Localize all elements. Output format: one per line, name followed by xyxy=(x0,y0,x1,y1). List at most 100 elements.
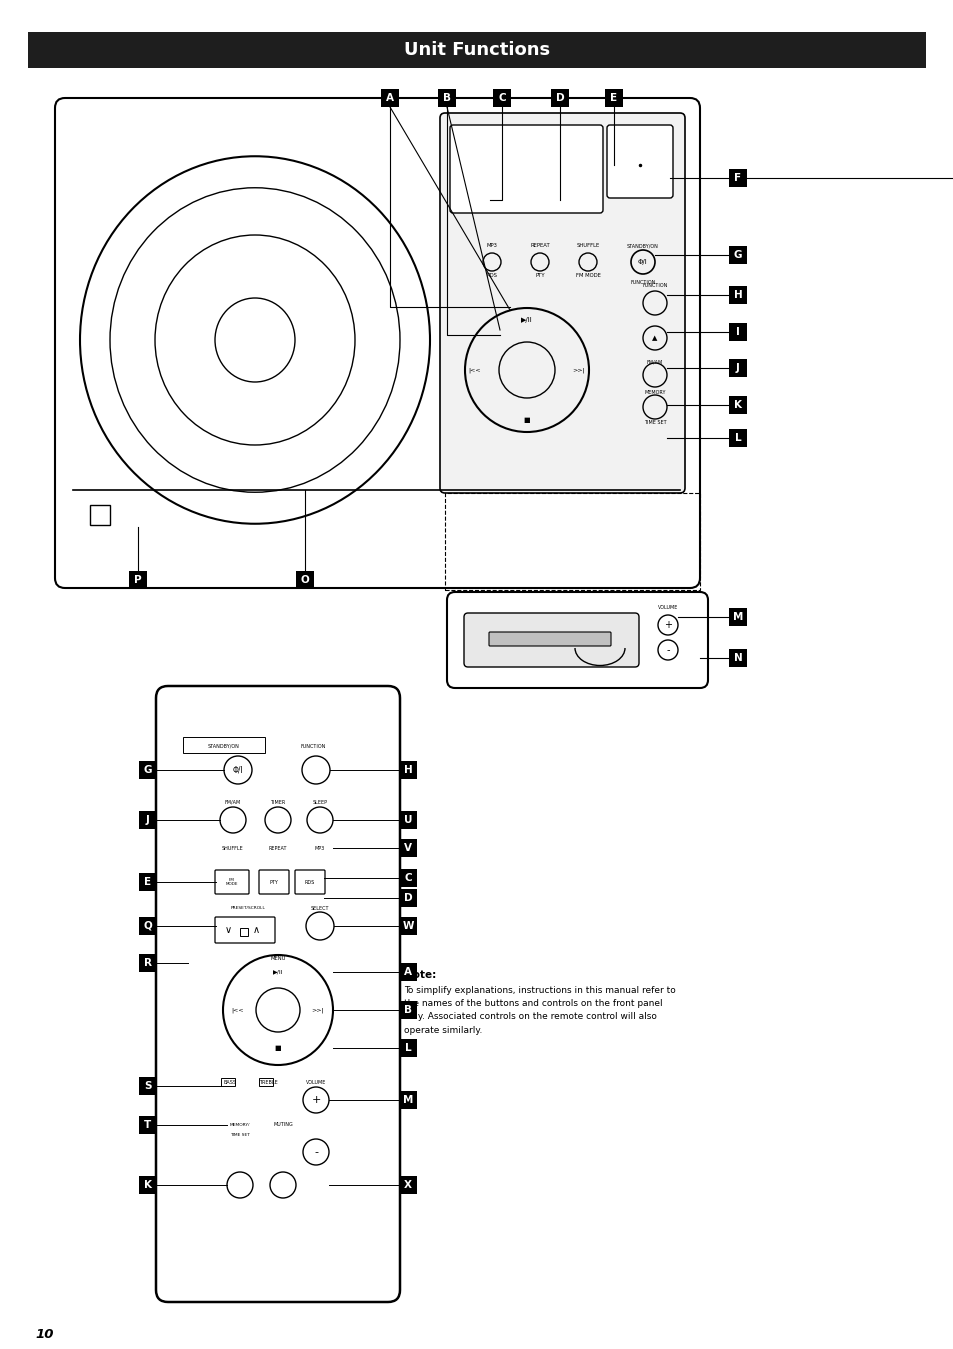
Text: MP3: MP3 xyxy=(486,243,497,248)
Text: U: U xyxy=(403,815,412,826)
Text: TIME SET: TIME SET xyxy=(230,1133,250,1137)
Bar xyxy=(258,1078,273,1086)
Text: N: N xyxy=(733,653,741,662)
FancyBboxPatch shape xyxy=(728,246,746,264)
Text: >>|: >>| xyxy=(572,367,585,372)
Text: PRESET/SCROLL: PRESET/SCROLL xyxy=(231,907,265,911)
Text: MENU: MENU xyxy=(270,955,286,960)
Text: D: D xyxy=(403,893,412,902)
FancyBboxPatch shape xyxy=(398,1176,416,1194)
Text: X: X xyxy=(403,1180,412,1190)
Text: V: V xyxy=(403,843,412,853)
Text: TREBLE: TREBLE xyxy=(258,1079,277,1085)
Text: M: M xyxy=(402,1095,413,1105)
Text: MEMORY/: MEMORY/ xyxy=(230,1122,250,1126)
Text: ▶/II: ▶/II xyxy=(273,970,283,974)
FancyBboxPatch shape xyxy=(139,1116,157,1135)
Text: A: A xyxy=(386,93,394,103)
Text: |<<: |<< xyxy=(232,1008,244,1013)
FancyBboxPatch shape xyxy=(294,870,325,894)
Text: ■: ■ xyxy=(274,1045,281,1051)
FancyBboxPatch shape xyxy=(139,954,157,973)
Text: TIME SET: TIME SET xyxy=(643,420,665,425)
Text: B: B xyxy=(403,1005,412,1014)
FancyBboxPatch shape xyxy=(439,113,684,492)
FancyBboxPatch shape xyxy=(398,1091,416,1109)
FancyBboxPatch shape xyxy=(295,571,314,590)
Text: C: C xyxy=(404,873,412,884)
FancyBboxPatch shape xyxy=(728,608,746,626)
Text: RDS: RDS xyxy=(486,272,497,278)
FancyBboxPatch shape xyxy=(55,98,700,588)
Text: FM MODE: FM MODE xyxy=(575,272,599,278)
Text: F: F xyxy=(734,173,740,183)
Text: STANDBY/ON: STANDBY/ON xyxy=(208,743,240,749)
Text: SLEEP: SLEEP xyxy=(313,800,327,804)
FancyBboxPatch shape xyxy=(214,917,274,943)
FancyBboxPatch shape xyxy=(450,125,602,213)
Text: I: I xyxy=(736,326,740,337)
Text: ∨: ∨ xyxy=(224,925,232,935)
FancyBboxPatch shape xyxy=(398,761,416,778)
Text: Unit Functions: Unit Functions xyxy=(403,40,550,59)
Text: Note:: Note: xyxy=(403,970,436,979)
FancyBboxPatch shape xyxy=(139,1077,157,1095)
Text: T: T xyxy=(144,1120,152,1130)
Text: SHUFFLE: SHUFFLE xyxy=(222,846,244,850)
Text: PTY: PTY xyxy=(270,880,278,885)
FancyBboxPatch shape xyxy=(139,873,157,890)
FancyBboxPatch shape xyxy=(728,429,746,447)
Text: Φ/I: Φ/I xyxy=(638,259,647,264)
FancyBboxPatch shape xyxy=(728,286,746,304)
Text: MEMORY: MEMORY xyxy=(643,390,665,395)
Text: +: + xyxy=(311,1095,320,1105)
Text: B: B xyxy=(442,93,451,103)
Text: FM/AM: FM/AM xyxy=(646,359,662,364)
FancyBboxPatch shape xyxy=(398,839,416,857)
Text: Q: Q xyxy=(144,921,152,931)
FancyBboxPatch shape xyxy=(551,89,568,107)
Text: J: J xyxy=(146,815,150,826)
Text: L: L xyxy=(404,1043,411,1054)
Text: |<<: |<< xyxy=(468,367,481,372)
FancyBboxPatch shape xyxy=(398,963,416,981)
Text: 10: 10 xyxy=(35,1329,53,1341)
Text: REPEAT: REPEAT xyxy=(269,846,287,850)
Text: R: R xyxy=(144,958,152,969)
FancyBboxPatch shape xyxy=(604,89,622,107)
Text: BASS: BASS xyxy=(223,1079,236,1085)
FancyBboxPatch shape xyxy=(258,870,289,894)
FancyBboxPatch shape xyxy=(606,125,672,198)
Text: SELECT: SELECT xyxy=(311,905,329,911)
Bar xyxy=(221,1078,234,1086)
Text: E: E xyxy=(144,877,152,888)
FancyBboxPatch shape xyxy=(728,359,746,376)
Text: PTY: PTY xyxy=(535,272,544,278)
Text: MUTING: MUTING xyxy=(273,1122,293,1128)
Text: ■: ■ xyxy=(523,417,530,424)
Text: ∧: ∧ xyxy=(253,925,259,935)
Bar xyxy=(444,492,700,590)
Text: FM
MODE: FM MODE xyxy=(226,878,238,886)
Text: G: G xyxy=(144,765,152,774)
Text: M: M xyxy=(732,612,742,622)
Text: STANDBY/ON: STANDBY/ON xyxy=(626,243,659,248)
Text: W: W xyxy=(402,921,414,931)
Text: MP3: MP3 xyxy=(314,846,325,850)
Text: L: L xyxy=(734,433,740,442)
Text: S: S xyxy=(144,1081,152,1091)
FancyBboxPatch shape xyxy=(728,322,746,341)
Text: -: - xyxy=(665,645,669,656)
Text: H: H xyxy=(403,765,412,774)
FancyBboxPatch shape xyxy=(493,89,511,107)
Text: ▲: ▲ xyxy=(652,335,657,341)
Bar xyxy=(240,928,248,936)
Text: G: G xyxy=(733,250,741,260)
FancyBboxPatch shape xyxy=(183,737,265,753)
Text: FUNCTION: FUNCTION xyxy=(300,743,325,749)
Text: O: O xyxy=(300,575,309,585)
FancyBboxPatch shape xyxy=(447,592,707,688)
FancyBboxPatch shape xyxy=(398,869,416,888)
FancyBboxPatch shape xyxy=(139,917,157,935)
FancyBboxPatch shape xyxy=(728,397,746,414)
